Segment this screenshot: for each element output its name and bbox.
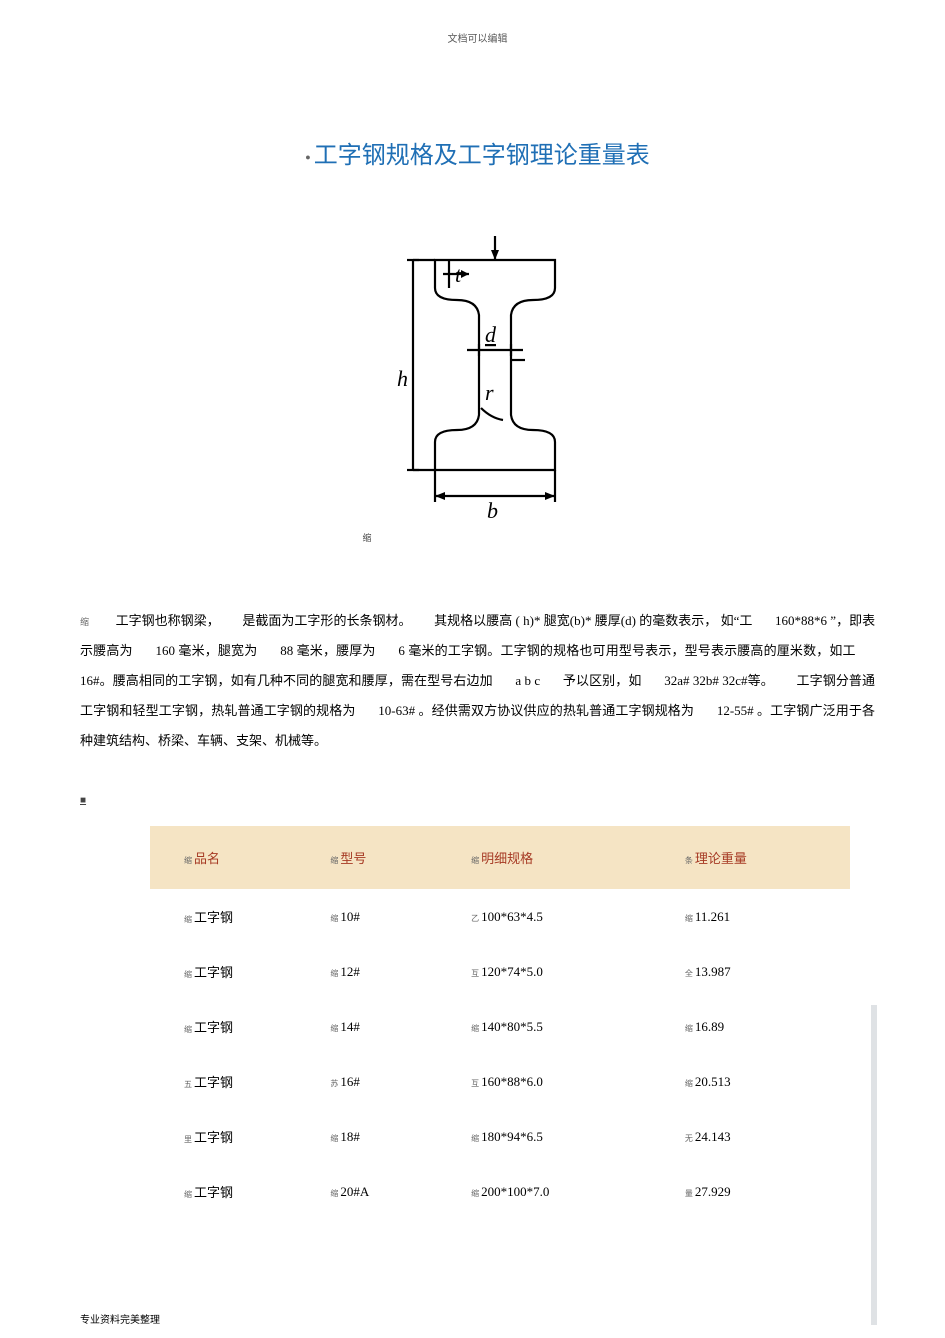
label-t: t — [455, 262, 462, 287]
ibeam-svg: h t d r b — [363, 230, 593, 520]
label-d: d — [485, 322, 497, 347]
col-model: 型号 — [340, 851, 366, 866]
label-b: b — [487, 498, 498, 520]
ibeam-diagram: h t d r b 缩 — [80, 230, 875, 546]
table-header-row: 缩品名 缩型号 缩明细规格 条理论重量 — [150, 826, 850, 889]
label-r: r — [485, 380, 494, 405]
table-row: 缩工字钢缩10#乙100*63*4.5缩11.261 — [150, 889, 850, 944]
footer-note: 专业资料完美整理 — [80, 1311, 160, 1326]
table-right-shadow — [871, 1005, 877, 1325]
table-row: 缩工字钢缩14#缩140*80*5.5缩16.89 — [150, 999, 850, 1054]
table-row: 里工字钢缩18#缩180*94*6.5无24.143 — [150, 1109, 850, 1164]
page-title: ● 工字钢规格及工字钢理论重量表 — [80, 135, 875, 170]
title-text: 工字钢规格及工字钢理论重量表 — [314, 143, 650, 169]
table-row: 五工字钢苏16#互160*88*6.0缩20.513 — [150, 1054, 850, 1109]
col-spec: 明细规格 — [481, 851, 533, 866]
col-name: 品名 — [194, 851, 220, 866]
label-h: h — [397, 366, 408, 391]
title-prefix-mark: ● — [305, 152, 310, 162]
table-row: 缩工字钢缩20#A缩200*100*7.0量27.929 — [150, 1164, 850, 1219]
table-row: 缩工字钢缩12#互120*74*5.0全13.987 — [150, 944, 850, 999]
header-note: 文档可以编辑 — [80, 30, 875, 45]
section-mark: ■ — [80, 795, 875, 806]
desc-lead-mark: 缩 — [80, 617, 89, 627]
diagram-footnote: 缩 — [363, 531, 593, 544]
col-weight: 理论重量 — [695, 851, 747, 866]
description-paragraph: 缩 工字钢也称钢梁， 是截面为工字形的长条钢材。 其规格以腰高 ( h)* 腿宽… — [80, 606, 875, 755]
spec-table: 缩品名 缩型号 缩明细规格 条理论重量 缩工字钢缩10#乙100*63*4.5缩… — [150, 826, 850, 1219]
